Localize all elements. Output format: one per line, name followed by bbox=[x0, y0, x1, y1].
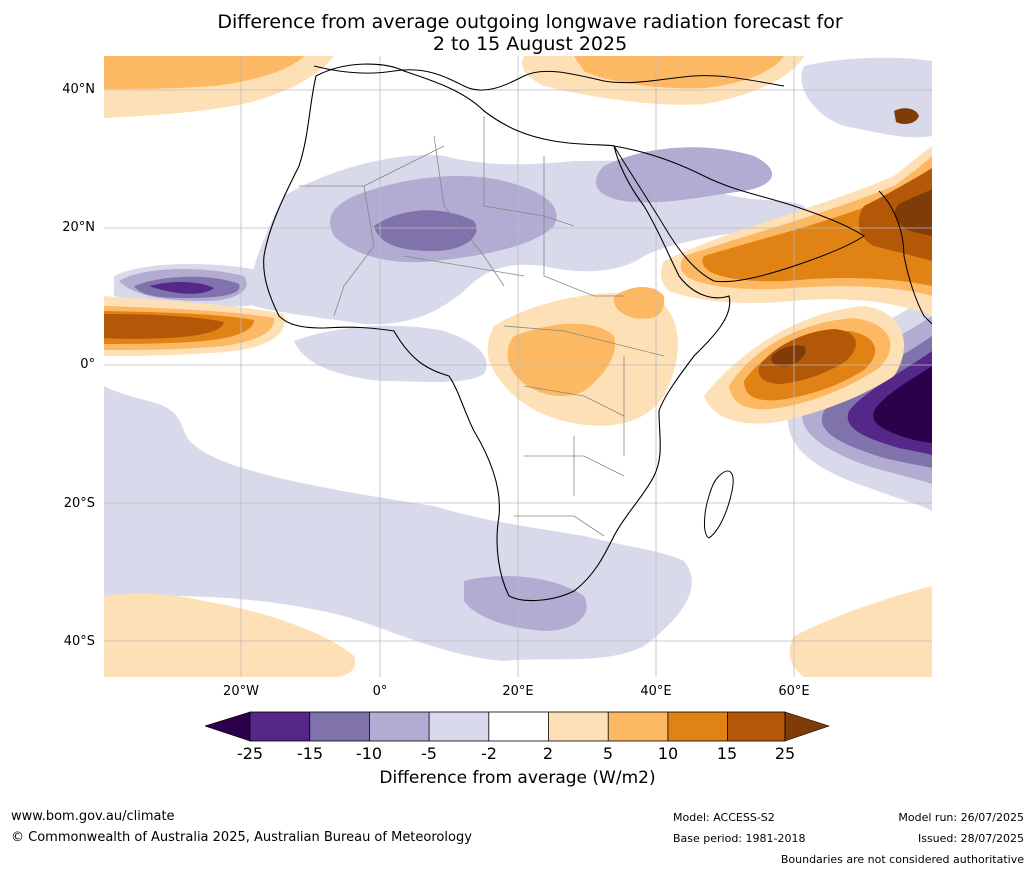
lat-label-20n: 20°N bbox=[62, 220, 95, 235]
central-africa-mid-positive bbox=[507, 323, 615, 396]
colorbar-bin-8 bbox=[667, 712, 728, 741]
colorbar-tick-m10: -10 bbox=[355, 744, 383, 763]
footer-model: Model: ACCESS-S2 bbox=[673, 811, 775, 824]
atlantic-deep-negative bbox=[149, 282, 214, 294]
colorbar-dividers bbox=[249, 711, 786, 742]
arabia-mid-negative-anomaly bbox=[595, 147, 773, 203]
colorbar-tick-25: 25 bbox=[774, 744, 796, 763]
colorbar-max-extension bbox=[784, 711, 830, 742]
colorbar-tick-m15: -15 bbox=[296, 744, 324, 763]
colorbar-bin-6 bbox=[548, 712, 609, 741]
colorbar-tick-15: 15 bbox=[716, 744, 738, 763]
lat-label-40n: 40°N bbox=[62, 82, 95, 97]
indian-ocean-extreme-positive bbox=[771, 345, 806, 367]
colorbar-min-extension bbox=[205, 711, 251, 742]
colorbar-bin-1 bbox=[250, 712, 310, 741]
footer-copyright: © Commonwealth of Australia 2025, Austra… bbox=[11, 830, 472, 845]
colorbar-tick-m2: -2 bbox=[481, 744, 497, 763]
colorbar-bin-4 bbox=[429, 712, 489, 741]
colorbar-bin-5 bbox=[488, 712, 549, 741]
footer-base-period: Base period: 1981-2018 bbox=[673, 832, 806, 845]
lon-label-60e: 60°E bbox=[778, 684, 810, 699]
indian-ocean-very-strong-positive bbox=[758, 329, 856, 384]
madagascar-coastline bbox=[704, 470, 734, 539]
arabian-sea-extreme-positive bbox=[894, 189, 932, 236]
map-title-line2: 2 to 15 August 2025 bbox=[432, 33, 628, 55]
arabian-sea-strong-positive bbox=[702, 171, 932, 286]
colorbar-bin-7 bbox=[608, 712, 668, 741]
horn-of-africa-mid-positive bbox=[613, 287, 665, 319]
arabia-coastline bbox=[613, 145, 865, 283]
lat-label-40s: 40°S bbox=[63, 634, 95, 649]
country-borders bbox=[299, 116, 665, 537]
india-coastline bbox=[878, 190, 932, 325]
lon-label-20e: 20°E bbox=[502, 684, 534, 699]
gulf-guinea-negative-anomaly bbox=[294, 325, 487, 383]
footer-model-run: Model run: 26/07/2025 bbox=[898, 811, 1024, 824]
colorbar-label: Difference from average (W/m2) bbox=[379, 768, 656, 788]
colorbar-tick-m25: -25 bbox=[236, 744, 264, 763]
southern-africa-mid-negative-anomaly bbox=[464, 576, 587, 631]
footer-issued: Issued: 28/07/2025 bbox=[917, 832, 1024, 845]
europe-mid-positive bbox=[574, 56, 784, 89]
lat-label-0: 0° bbox=[80, 357, 95, 372]
lat-label-20s: 20°S bbox=[63, 496, 95, 511]
colorbar-tick-10: 10 bbox=[657, 744, 679, 763]
colorbar bbox=[205, 711, 830, 742]
caspian-extreme-positive bbox=[894, 108, 919, 124]
colorbar-tick-m5: -5 bbox=[421, 744, 437, 763]
africa-coastline bbox=[263, 63, 731, 602]
colorbar-bin-3 bbox=[369, 712, 430, 741]
mediterranean-north-coastline bbox=[313, 65, 785, 91]
graticule bbox=[104, 56, 932, 677]
footer-website-link[interactable]: www.bom.gov.au/climate bbox=[11, 809, 175, 824]
olr-anomaly-map bbox=[104, 56, 932, 677]
colorbar-bin-2 bbox=[309, 712, 370, 741]
lon-label-20w: 20°W bbox=[223, 684, 259, 699]
footer-disclaimer: Boundaries are not considered authoritat… bbox=[780, 853, 1024, 866]
north-atlantic-mid-positive bbox=[104, 56, 304, 89]
south-atlantic-positive-anomaly bbox=[104, 593, 356, 677]
colorbar-bin-9 bbox=[727, 712, 785, 741]
sahel-strong-negative-anomaly bbox=[374, 210, 477, 251]
colorbar-tick-2: 2 bbox=[542, 744, 554, 763]
indian-ocean-extreme-negative bbox=[873, 366, 932, 443]
tropical-atlantic-very-strong-positive bbox=[104, 314, 224, 339]
colorbar-tick-5: 5 bbox=[602, 744, 614, 763]
map-title-line1: Difference from average outgoing longwav… bbox=[217, 11, 843, 33]
lon-label-0: 0° bbox=[372, 684, 388, 699]
lon-label-40e: 40°E bbox=[640, 684, 672, 699]
south-indian-positive-anomaly bbox=[789, 586, 932, 677]
